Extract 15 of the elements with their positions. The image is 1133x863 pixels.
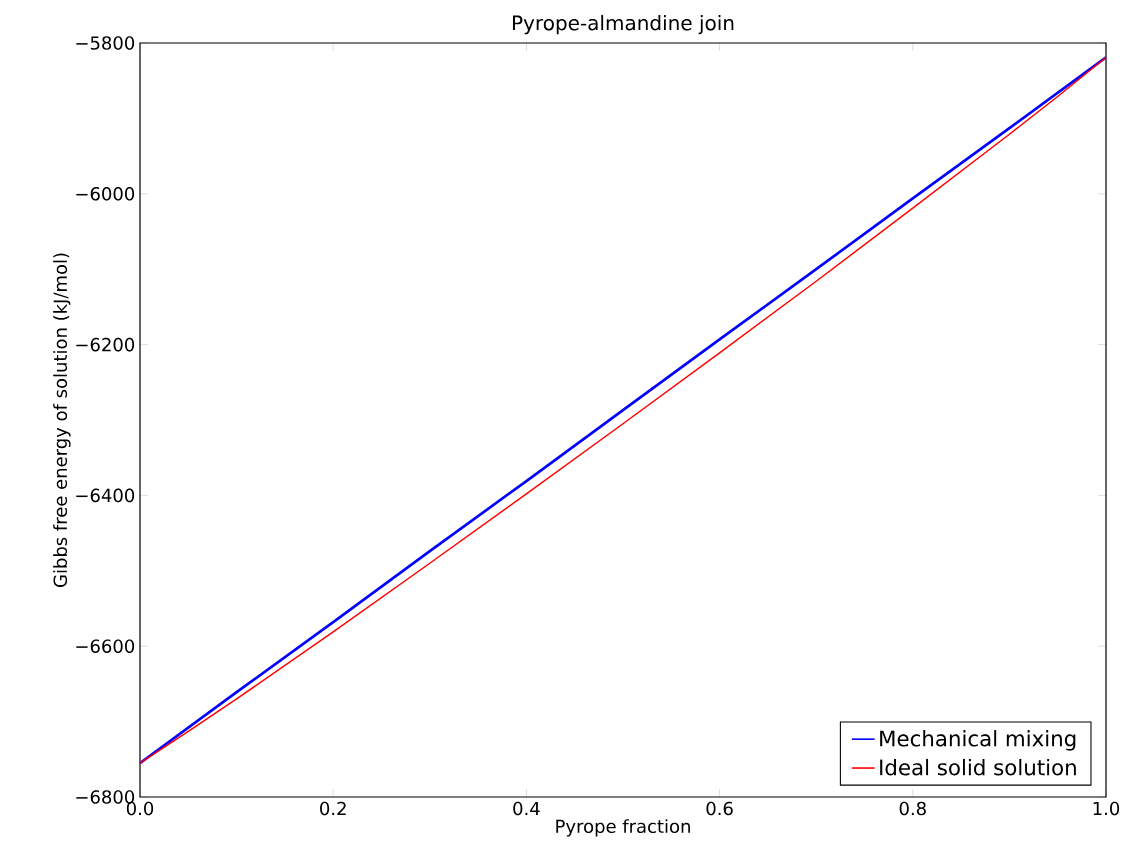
legend-label: Mechanical mixing [880,730,1076,751]
y-axis-title: Gibbs free energy of solution (kJ/mol) [53,253,71,587]
x-tick-label: 0.8 [899,801,926,816]
chart-title: Pyrope-almandine join [512,14,734,35]
y-tick-label: −6000 [76,186,135,201]
y-tick-label: −6400 [76,488,135,503]
y-tick-label: −5800 [76,36,135,50]
x-axis-title: Pyrope fraction [556,819,690,837]
x-tick-label: 0.4 [513,801,540,816]
y-tick-label: −6200 [76,337,135,352]
x-tick-label: 0.2 [320,801,346,816]
legend-label: Ideal solid solution [880,758,1076,776]
y-tick-label: −6600 [76,639,135,653]
x-tick-label: 1.0 [1093,801,1120,816]
x-tick-label: 0.6 [706,801,733,816]
